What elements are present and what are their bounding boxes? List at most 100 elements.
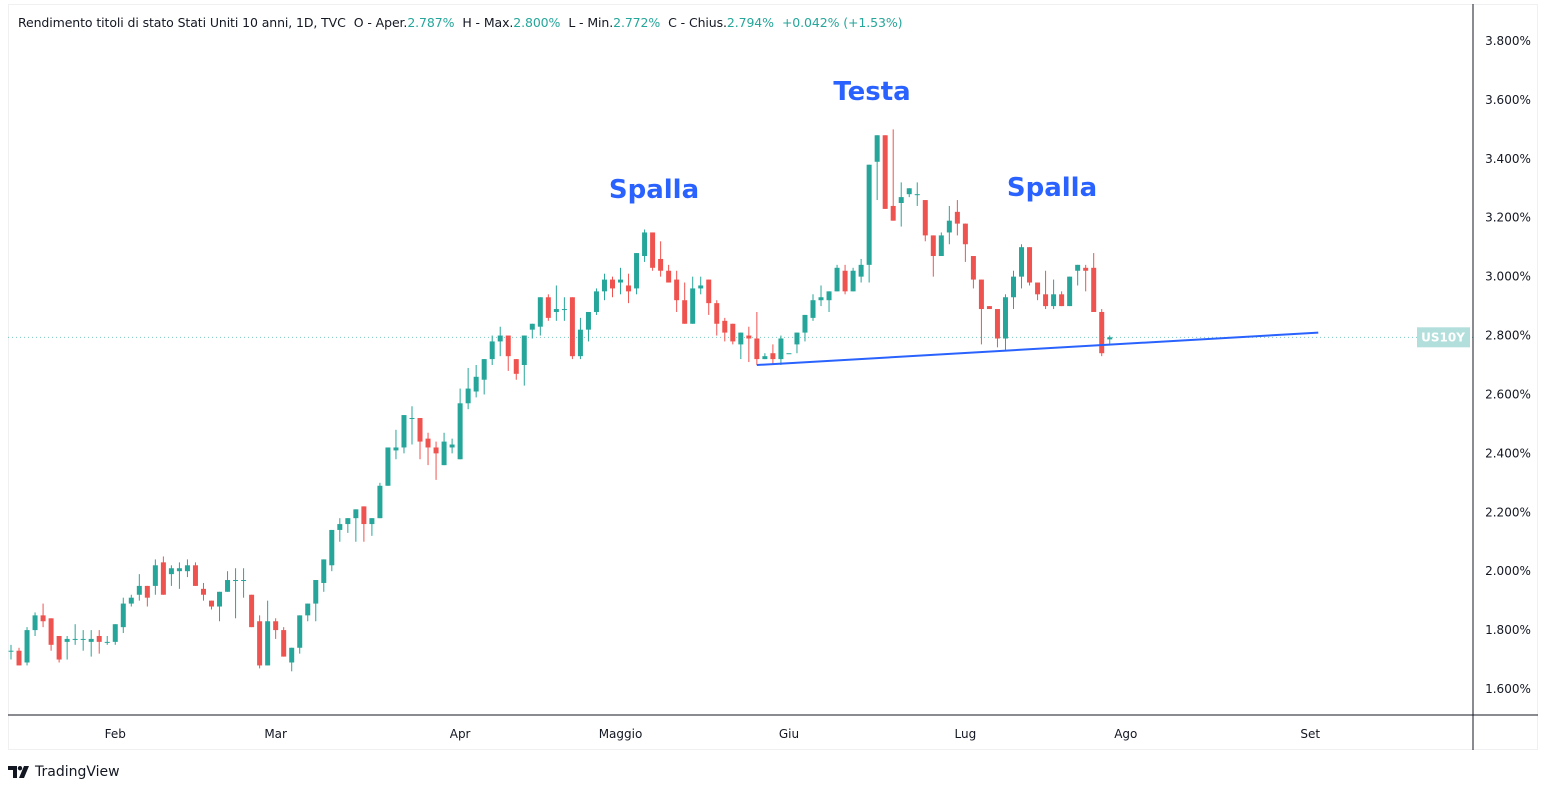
candle-up[interactable] [313, 580, 319, 622]
candle-down[interactable] [425, 432, 431, 466]
candle-up[interactable] [906, 188, 912, 198]
candle-up[interactable] [698, 276, 704, 295]
candle-down[interactable] [56, 635, 62, 663]
candle-down[interactable] [1083, 264, 1089, 292]
candle-up[interactable] [297, 615, 303, 654]
candle-down[interactable] [433, 441, 439, 480]
annotation-left-shoulder[interactable]: Spalla [609, 175, 699, 205]
candle-up[interactable] [489, 335, 495, 365]
candle-down[interactable] [746, 326, 752, 363]
candle-down[interactable] [257, 615, 263, 669]
candle-down[interactable] [706, 279, 712, 315]
candle-down[interactable] [1091, 253, 1097, 312]
candle-down[interactable] [842, 264, 848, 295]
candle-down[interactable] [96, 630, 102, 654]
candle-up[interactable] [529, 323, 535, 339]
candle-down[interactable] [417, 418, 423, 460]
candle-up[interactable] [786, 353, 792, 355]
candle-up[interactable] [24, 627, 30, 666]
candle-up[interactable] [866, 164, 872, 283]
candle-up[interactable] [233, 568, 239, 619]
candle-up[interactable] [465, 367, 471, 410]
candle-down[interactable] [1059, 291, 1065, 307]
candle-up[interactable] [1075, 264, 1081, 286]
candle-up[interactable] [353, 509, 359, 542]
candle-up[interactable] [385, 447, 391, 486]
candle-down[interactable] [249, 594, 255, 628]
candle-up[interactable] [457, 388, 463, 460]
candle-up[interactable] [80, 630, 86, 651]
candle-down[interactable] [882, 135, 888, 209]
candle-down[interactable] [650, 232, 656, 271]
time-axis[interactable]: Feb Mar Apr Maggio Giu Lug Ago Set [105, 727, 1321, 741]
candle-down[interactable] [626, 273, 632, 304]
candle-up[interactable] [561, 297, 567, 321]
candle-down[interactable] [1035, 282, 1041, 301]
candle-down[interactable] [962, 223, 968, 262]
candle-up[interactable] [217, 591, 223, 622]
candle-down[interactable] [658, 241, 664, 277]
candle-down[interactable] [569, 297, 575, 360]
candle-up[interactable] [690, 276, 696, 324]
candle-up[interactable] [778, 335, 784, 365]
candle-down[interactable] [970, 256, 976, 289]
candle-up[interactable] [152, 559, 158, 595]
candle-up[interactable] [914, 182, 920, 206]
candle-down[interactable] [890, 129, 896, 221]
candle-up[interactable] [850, 267, 856, 292]
candle-down[interactable] [674, 270, 680, 312]
candle-up[interactable] [938, 232, 944, 257]
candle-down[interactable] [682, 282, 688, 324]
candle-up[interactable] [810, 294, 816, 321]
candle-up[interactable] [497, 326, 503, 357]
candle-down[interactable] [994, 309, 1000, 348]
candle-up[interactable] [401, 415, 407, 454]
candle-up[interactable] [241, 568, 247, 598]
candle-up[interactable] [858, 258, 864, 283]
candle-up[interactable] [473, 365, 479, 398]
candle-up[interactable] [874, 135, 880, 201]
candle-up[interactable] [64, 635, 70, 660]
candle-up[interactable] [826, 291, 832, 312]
candle-down[interactable] [922, 200, 928, 242]
annotation-head[interactable]: Testa [833, 77, 910, 107]
candle-up[interactable] [834, 264, 840, 292]
candle-down[interactable] [722, 317, 728, 342]
candle-up[interactable] [321, 559, 327, 592]
candle-up[interactable] [802, 314, 808, 342]
candle-up[interactable] [176, 562, 182, 589]
candle-down[interactable] [16, 647, 22, 666]
candle-up[interactable] [585, 311, 591, 342]
candle-up[interactable] [553, 285, 559, 321]
candle-down[interactable] [513, 359, 519, 380]
candle-down[interactable] [192, 562, 198, 586]
candle-up[interactable] [377, 482, 383, 519]
candle-up[interactable] [601, 273, 607, 301]
candle-down[interactable] [610, 276, 615, 298]
candle-up[interactable] [618, 267, 624, 295]
candle-up[interactable] [738, 332, 744, 360]
tradingview-brand[interactable]: TradingView [8, 764, 120, 780]
candle-down[interactable] [930, 235, 936, 277]
candle-down[interactable] [714, 300, 720, 336]
candle-up[interactable] [634, 253, 640, 295]
candle-up[interactable] [642, 229, 648, 262]
candle-up[interactable] [305, 603, 311, 622]
candle-up[interactable] [449, 438, 455, 454]
candle-up[interactable] [818, 285, 824, 307]
candle-down[interactable] [730, 323, 736, 345]
candle-down[interactable] [1043, 270, 1049, 310]
candle-up[interactable] [32, 612, 38, 636]
candle-up[interactable] [265, 600, 271, 666]
candle-up[interactable] [762, 353, 768, 360]
candle-up[interactable] [794, 332, 800, 354]
candle-up[interactable] [537, 297, 543, 336]
candle-up[interactable] [88, 630, 94, 657]
candle-up[interactable] [1051, 279, 1057, 310]
candle-up[interactable] [1019, 244, 1025, 289]
candle-up[interactable] [593, 288, 599, 315]
candle-up[interactable] [393, 429, 399, 460]
candle-down[interactable] [978, 279, 984, 345]
candle-up[interactable] [1107, 335, 1113, 344]
